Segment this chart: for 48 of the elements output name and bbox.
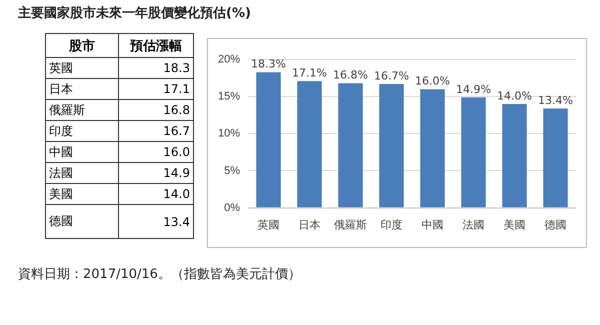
bar: [502, 104, 527, 208]
data-label: 14.9%: [456, 82, 491, 96]
category-label: 中國: [46, 142, 118, 162]
y-tick-label: 5%: [224, 164, 240, 177]
x-tick-label: 德國: [544, 219, 566, 232]
text: 18.3: [163, 61, 190, 75]
x-tick-label: 英國: [258, 218, 280, 232]
text: 主要國家股市未來一年股價變化預估(%): [18, 4, 251, 22]
data-label: 13.4%: [538, 94, 573, 107]
y-tick-label: 15%: [218, 90, 240, 103]
y-tick-label: 0%: [224, 202, 240, 214]
text: 預估漲幅: [118, 34, 194, 58]
text: 16.8: [163, 103, 190, 117]
text: 16.7: [163, 124, 190, 138]
bar: [379, 84, 404, 208]
text: 14.0: [163, 187, 190, 201]
text: 資料日期：2017/10/16。（指數皆為美元計價）: [18, 266, 302, 284]
text: 16.0: [163, 145, 190, 159]
x-tick-label: 中國: [422, 218, 444, 232]
data-label: 16.0%: [415, 74, 450, 88]
category-label: 英國: [46, 58, 118, 78]
y-tick-label: 10%: [218, 128, 240, 140]
category-label: 法國: [46, 162, 118, 184]
text: 13.4: [163, 214, 190, 228]
category-label: 印度: [46, 120, 118, 142]
text: 17.1: [163, 82, 190, 96]
y-tick-label: 20%: [218, 54, 240, 66]
x-tick-label: 日本: [298, 218, 321, 232]
x-tick-label: 美國: [504, 218, 526, 232]
category-label: 日本: [46, 78, 118, 100]
bar: [338, 83, 363, 208]
data-label: 17.1%: [292, 66, 327, 80]
text: 股市: [46, 34, 118, 58]
data-label: 16.7%: [374, 69, 409, 82]
data-label: 16.8%: [333, 68, 368, 82]
x-tick-label: 印度: [380, 218, 403, 232]
bar: [420, 89, 445, 208]
data-label: 18.3%: [251, 58, 286, 71]
bar: [297, 81, 322, 208]
text: 14.9: [163, 166, 190, 180]
x-tick-label: 俄羅斯: [334, 218, 368, 232]
x-tick-label: 法國: [462, 218, 485, 232]
bar: [543, 108, 568, 208]
bar: [461, 97, 486, 208]
category-label: 俄羅斯: [46, 100, 118, 120]
category-label: 美國: [46, 184, 118, 204]
data-label: 14.0%: [497, 89, 532, 102]
bar: [256, 72, 281, 208]
